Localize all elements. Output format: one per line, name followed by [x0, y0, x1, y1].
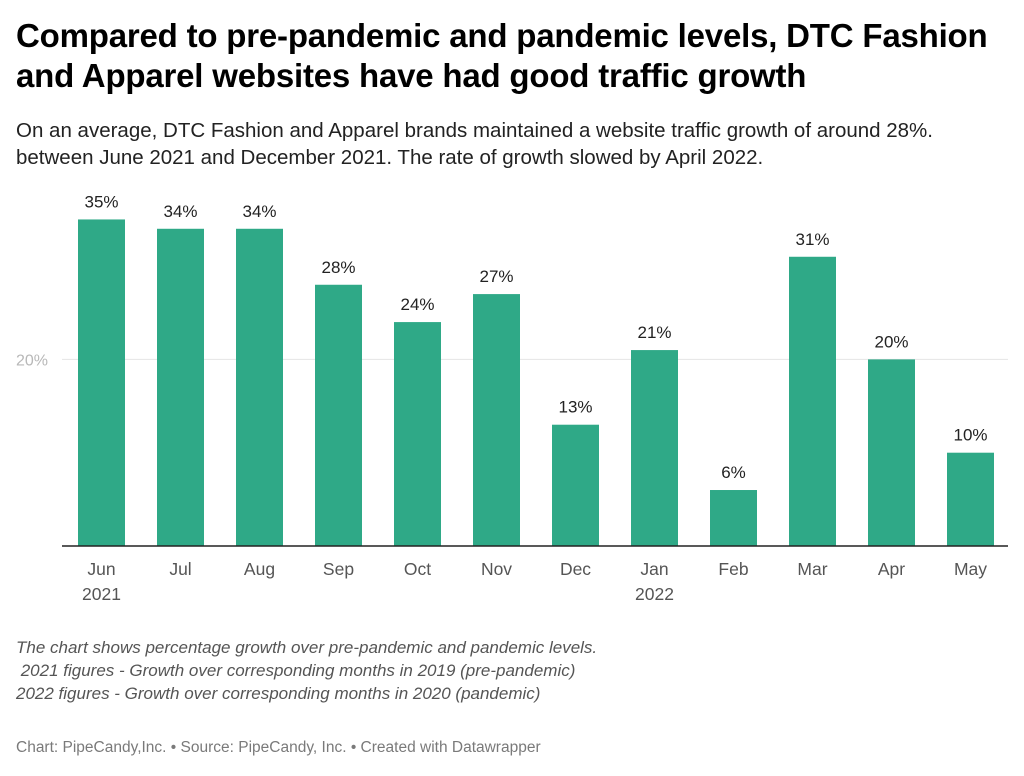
bar	[552, 424, 599, 546]
bar	[315, 284, 362, 546]
bar	[947, 452, 994, 546]
value-label: 21%	[637, 323, 671, 342]
value-label: 13%	[558, 398, 592, 417]
bar	[394, 322, 441, 546]
value-label: 35%	[84, 192, 118, 211]
x-tick-label: Nov	[481, 559, 512, 579]
x-year-label: 2021	[82, 584, 121, 604]
note-line: 2022 figures - Growth over corresponding…	[16, 684, 541, 703]
note-line: 2021 figures - Growth over corresponding…	[16, 661, 576, 680]
x-tick-label: May	[954, 559, 987, 579]
y-tick-label: 20%	[16, 352, 48, 369]
x-year-label: 2022	[635, 584, 674, 604]
bar	[868, 359, 915, 546]
chart-notes: The chart shows percentage growth over p…	[16, 636, 1006, 705]
x-tick-label: Aug	[244, 559, 275, 579]
value-label: 24%	[400, 295, 434, 314]
chart-subtitle: On an average, DTC Fashion and Apparel b…	[16, 119, 933, 169]
x-tick-label: Dec	[560, 559, 591, 579]
bar	[710, 490, 757, 546]
chart-title: Compared to pre-pandemic and pandemic le…	[16, 17, 988, 94]
value-label: 34%	[163, 202, 197, 221]
value-label: 34%	[242, 202, 276, 221]
bar	[157, 228, 204, 546]
chart-area: 20% 35% Jun 2021 34% Jul 34% Aug 28% Sep 24% Oct 27%…	[0, 180, 1024, 620]
x-tick-label: Apr	[878, 559, 905, 579]
bar	[789, 256, 836, 546]
x-tick-label: Sep	[323, 559, 354, 579]
value-label: 6%	[721, 463, 746, 482]
x-tick-label: Jun	[87, 559, 115, 579]
x-tick-label: Oct	[404, 559, 431, 579]
bar	[236, 228, 283, 546]
value-label: 27%	[479, 267, 513, 286]
note-line: The chart shows percentage growth over p…	[16, 638, 598, 657]
x-tick-label: Jul	[169, 559, 191, 579]
value-label: 31%	[795, 230, 829, 249]
x-tick-label: Mar	[797, 559, 827, 579]
x-tick-label: Feb	[718, 559, 748, 579]
bar	[631, 350, 678, 546]
value-label: 20%	[874, 332, 908, 351]
value-label: 10%	[953, 426, 987, 445]
bar	[473, 294, 520, 546]
value-label: 28%	[321, 258, 355, 277]
chart-footer: Chart: PipeCandy,Inc. • Source: PipeCand…	[16, 739, 541, 756]
bar	[78, 219, 125, 546]
x-tick-label: Jan	[640, 559, 668, 579]
bar-chart: 20% 35% Jun 2021 34% Jul 34% Aug 28% Sep 24% Oct 27%…	[16, 192, 1008, 604]
